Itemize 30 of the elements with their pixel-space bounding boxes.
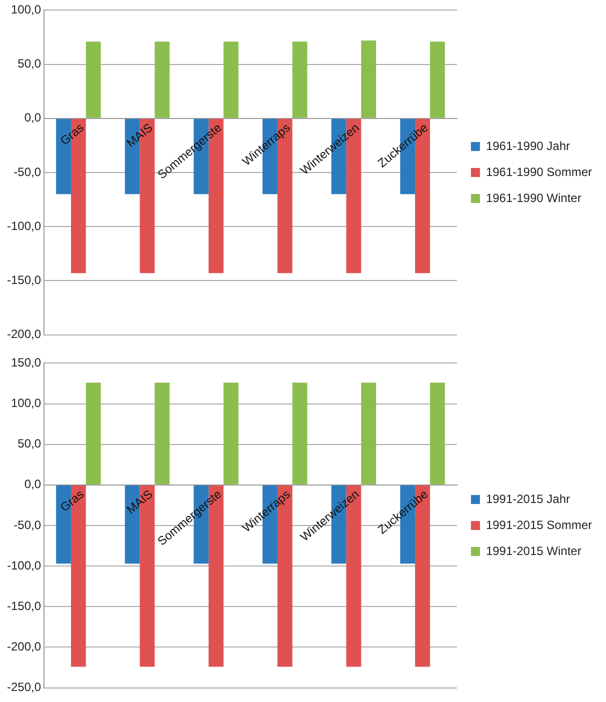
legend-label: 1961-1990 Sommer [486,164,592,179]
y-tick-label: -100,0 [6,218,42,233]
bar [361,40,376,118]
y-tick-label: 100,0 [10,396,42,410]
y-tick-label: -50,0 [14,164,42,179]
y-tick-label: 100,0 [10,2,42,17]
legend-label: 1961-1990 Jahr [486,138,570,153]
legend-label: 1991-2015 Sommer [486,518,592,532]
y-tick-label: 50,0 [18,56,42,71]
y-tick-label: -200,0 [6,640,42,654]
bar [86,42,101,118]
bar [224,42,238,118]
legend-label: 1991-2015 Jahr [486,492,570,506]
legend-label: 1961-1990 Winter [486,190,582,205]
y-tick-label: 50,0 [18,436,42,451]
y-tick-label: -200,0 [6,327,42,342]
y-tick-label: 0,0 [24,110,42,125]
y-tick-label: -50,0 [14,518,42,532]
y-tick-label: 0,0 [24,477,42,492]
x-tick-label: Gras [58,487,86,514]
bar [430,42,445,118]
y-tick-label: -150,0 [6,273,42,288]
y-tick-label: -250,0 [6,680,42,694]
bar [292,42,308,118]
y-tick-label: 150,0 [10,356,42,370]
bar [154,42,170,118]
legend-label: 1991-2015 Winter [486,544,582,558]
y-tick-label: -150,0 [6,598,42,613]
x-tick-label: Gras [58,120,86,148]
y-tick-label: -100,0 [6,558,42,572]
